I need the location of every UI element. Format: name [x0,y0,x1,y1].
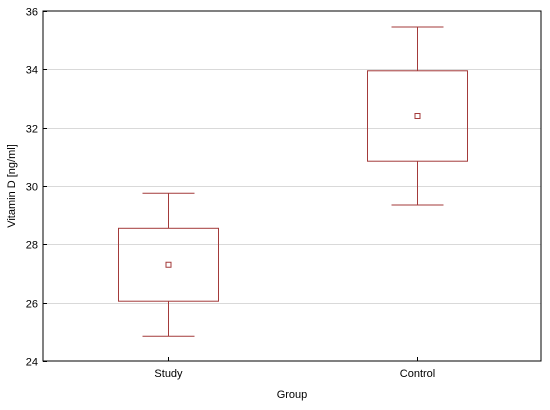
x-axis-title: Group [277,389,308,401]
x-tick-label-study: Study [154,368,183,380]
boxes [118,26,468,337]
x-tick-label-control: Control [400,368,435,380]
box-control [367,26,468,206]
box-rect [118,227,219,302]
y-axis-title: Vitamin D [ng/ml] [6,144,18,228]
y-tick-label: 36 [26,7,38,19]
y-tick-label: 28 [26,240,38,252]
y-axis-ticks: 24 26 28 30 32 34 36 [26,7,47,369]
y-tick-label: 30 [26,182,38,194]
y-tick-label: 24 [26,357,38,369]
y-tick-label: 32 [26,124,38,136]
grid-lines [43,69,541,304]
y-tick-label: 34 [26,65,38,77]
box-rect [367,70,468,162]
box-study [118,192,219,337]
x-axis-ticks: Study Control [154,357,435,380]
mean-marker [414,113,421,119]
y-tick-label: 26 [26,299,38,311]
mean-marker [165,261,172,268]
